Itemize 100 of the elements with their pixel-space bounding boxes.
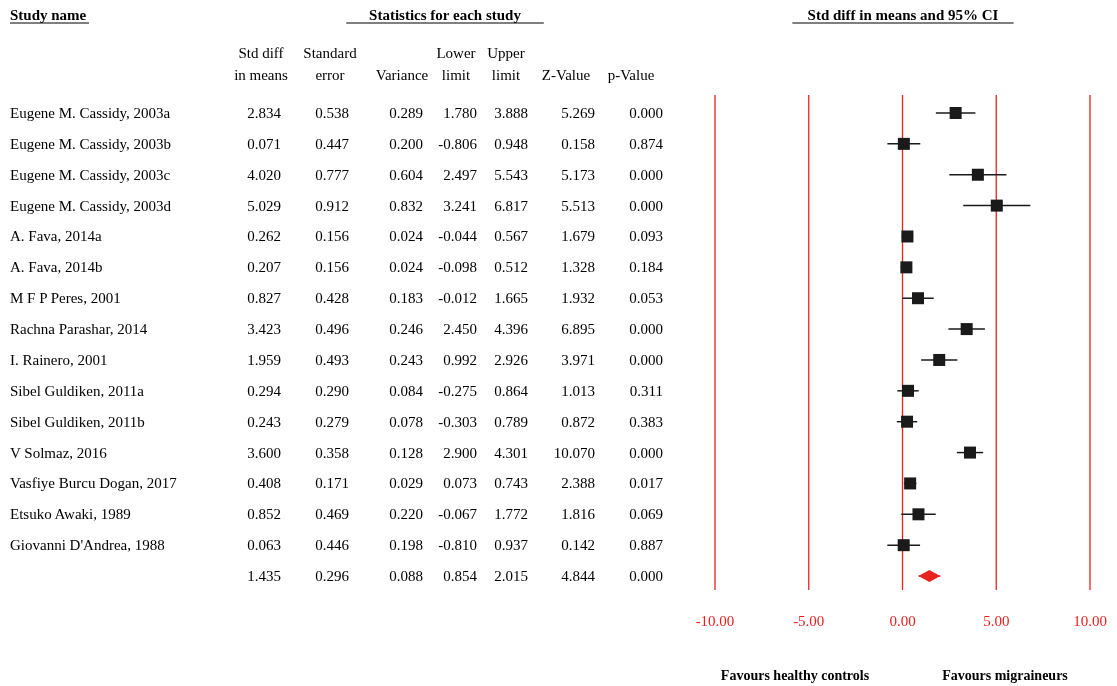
text: 0.887 — [629, 537, 663, 554]
text: 0.447 — [315, 135, 349, 152]
text: 0.289 — [389, 105, 423, 121]
text: 0.937 — [494, 537, 528, 554]
text: 0.538 — [315, 105, 349, 121]
text: 0.093 — [629, 228, 663, 245]
text: -0.806 — [438, 135, 477, 152]
text: 0.029 — [389, 475, 423, 492]
text: 0.512 — [494, 259, 528, 276]
text: 1.816 — [561, 506, 595, 523]
x-tick-label: 10.00 — [1073, 613, 1107, 629]
text: 0.142 — [561, 537, 595, 554]
chart-title: Std diff in means and 95% CI — [807, 7, 999, 23]
text: 5.269 — [561, 105, 595, 121]
text: 0.171 — [315, 475, 349, 492]
category-label: Etsuko Awaki, 1989 — [10, 506, 131, 523]
text: 0.017 — [629, 475, 663, 492]
category-label: Rachna Parashar, 2014 — [10, 321, 148, 338]
text: 0.000 — [629, 351, 663, 368]
text: 0.296 — [315, 568, 349, 585]
text: 0.183 — [389, 290, 423, 307]
text: 0.446 — [315, 537, 349, 554]
category-label: Std diff in means — [234, 45, 289, 83]
text: 0.243 — [247, 413, 281, 430]
text: 0.063 — [247, 537, 281, 554]
text: 1.013 — [561, 382, 595, 399]
text: 4.301 — [494, 444, 528, 461]
text: 0.408 — [247, 475, 281, 492]
text: 0.383 — [629, 413, 663, 430]
text: 1.665 — [494, 290, 528, 307]
text: 0.243 — [389, 351, 423, 368]
category-label: A. Fava, 2014a — [10, 228, 102, 245]
text: 0.358 — [315, 444, 349, 461]
category-label: Standard error — [303, 45, 358, 83]
text: -0.303 — [438, 413, 477, 430]
text: -0.044 — [438, 228, 477, 245]
text: Favours healthy controls — [720, 668, 870, 683]
category-label: Eugene M. Cassidy, 2003c — [10, 166, 171, 183]
category-label: Sibel Guldiken, 2011a — [10, 382, 145, 399]
text: 0.024 — [389, 228, 423, 245]
text: 5.029 — [247, 197, 281, 214]
text: 4.396 — [494, 321, 528, 338]
text: 0.852 — [247, 506, 281, 523]
text: 2.497 — [443, 166, 477, 183]
category-label: V Solmaz, 2016 — [10, 444, 107, 461]
text: -0.810 — [438, 537, 477, 554]
text: 2.926 — [494, 351, 528, 368]
text: 0.827 — [247, 290, 281, 307]
text: 0.912 — [315, 197, 349, 214]
text: 0.428 — [315, 290, 349, 307]
text: 0.493 — [315, 351, 349, 368]
category-label: A. Fava, 2014b — [10, 259, 103, 276]
category-label: M F P Peres, 2001 — [10, 290, 121, 307]
category-label: Vasfiye Burcu Dogan, 2017 — [10, 475, 177, 492]
text: 0.604 — [389, 166, 423, 183]
text: Study name — [10, 7, 87, 23]
x-tick-label: 0.00 — [889, 613, 916, 629]
x-tick-label: -10.00 — [695, 613, 735, 629]
text: -0.275 — [438, 382, 477, 399]
text: 1.780 — [443, 105, 477, 121]
text: 0.156 — [315, 228, 349, 245]
category-label: Variance — [375, 67, 429, 83]
text: 0.000 — [629, 197, 663, 214]
text: 1.679 — [561, 228, 595, 245]
text: 0.000 — [629, 568, 663, 585]
text: -0.098 — [438, 259, 477, 276]
text: 6.895 — [561, 321, 595, 338]
text: 0.128 — [389, 444, 423, 461]
text: 0.743 — [494, 475, 528, 492]
text: 0.279 — [315, 413, 349, 430]
text: 0.777 — [315, 166, 349, 183]
text: 0.294 — [247, 382, 281, 399]
text: 0.854 — [443, 568, 477, 585]
text: 0.262 — [247, 228, 281, 245]
text: 0.198 — [389, 537, 423, 554]
text: Favours migraineurs — [942, 668, 1069, 683]
text: 0.872 — [561, 413, 595, 430]
text: 0.071 — [247, 135, 281, 152]
text: 0.084 — [389, 382, 423, 399]
text: 0.156 — [315, 259, 349, 276]
text: 0.290 — [315, 382, 349, 399]
text: 0.311 — [629, 382, 663, 399]
text: 0.207 — [247, 259, 281, 276]
text: 3.600 — [247, 444, 281, 461]
category-label: Lower limit — [436, 45, 476, 83]
category-label: p-Value — [607, 67, 655, 83]
text: 2.450 — [443, 321, 477, 338]
category-label: Eugene M. Cassidy, 2003b — [10, 135, 172, 152]
text: 0.469 — [315, 506, 349, 523]
text: 0.220 — [389, 506, 423, 523]
text: 0.874 — [629, 135, 663, 152]
text: 0.864 — [494, 382, 528, 399]
text: 0.024 — [389, 259, 423, 276]
text: 0.078 — [389, 413, 423, 430]
text: 2.015 — [494, 568, 528, 585]
category-label: Eugene M. Cassidy, 2003a — [10, 105, 171, 121]
text: 0.496 — [315, 321, 349, 338]
x-tick-label: 5.00 — [983, 613, 1010, 629]
text: 3.971 — [561, 351, 595, 368]
text: 1.772 — [494, 506, 528, 523]
